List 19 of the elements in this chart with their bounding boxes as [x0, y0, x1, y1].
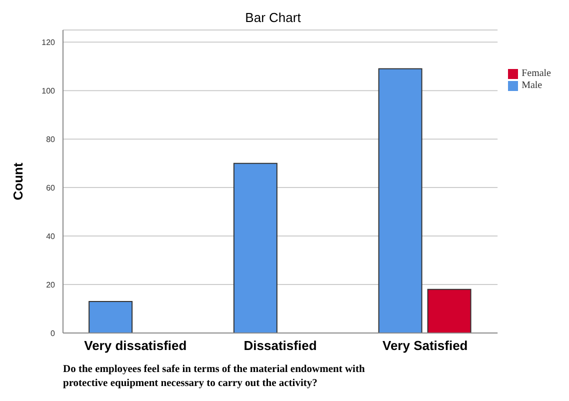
legend-label: Female: [522, 68, 551, 79]
bar: [427, 288, 472, 333]
y-tick-label: 80: [46, 134, 56, 144]
y-tick-label: 20: [46, 280, 56, 290]
x-tick-label: Very dissatisfied: [84, 338, 187, 354]
y-axis-title: Count: [10, 162, 26, 200]
bar: [88, 300, 133, 333]
x-tick-label: Very Satisfied: [382, 338, 468, 354]
y-tick-label: 0: [50, 328, 56, 338]
y-tick-label: 100: [42, 86, 56, 96]
bar: [233, 162, 278, 333]
text: Do the employees feel safe in terms of the material endowment with protective equipment necessary to carry out the activity?: [63, 363, 366, 391]
x-tick-label: Dissatisfied: [244, 338, 317, 354]
legend-label: Male: [522, 80, 542, 91]
chart-title: Bar Chart: [244, 10, 302, 25]
y-tick-label: 60: [46, 183, 56, 192]
y-tick-label: 40: [46, 232, 56, 241]
y-tick-label: 120: [42, 38, 56, 47]
bar: [378, 68, 422, 333]
